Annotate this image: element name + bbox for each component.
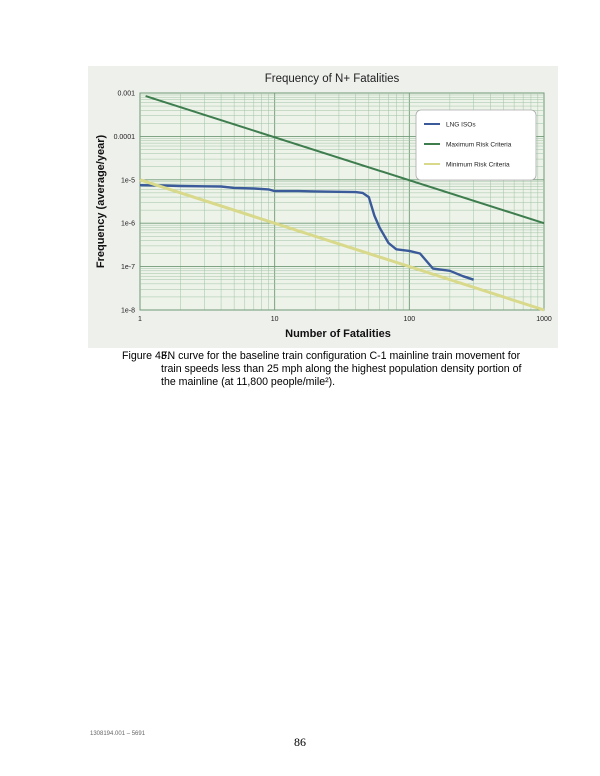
legend-label: Maximum Risk Criteria [446,142,512,149]
legend-label: Minimum Risk Criteria [446,162,510,169]
x-tick-label: 1 [138,316,142,323]
x-tick-label: 100 [403,316,415,323]
fn-chart-figure: Frequency of N+ Fatalities Frequency (av… [88,66,558,348]
y-tick-label: 1e-5 [121,177,135,184]
figure-number: Figure 43. [122,350,170,362]
y-tick-label: 1e-6 [121,221,135,228]
chart-title: Frequency of N+ Fatalities [265,73,400,85]
series-line-maximum-risk-criteria [145,95,545,225]
x-axis-label: Number of Fatalities [285,328,391,340]
caption-text: FN curve for the baseline train configur… [161,350,522,388]
series-line-lng-isos [139,184,474,281]
series-line-minimum-risk-criteria [139,178,545,312]
y-axis-label: Frequency (average/year) [95,135,107,269]
y-tick-label: 0.0001 [114,134,136,141]
y-tick-label: 0.001 [117,91,135,98]
data-series [139,95,545,312]
legend-label: LNG ISOs [446,122,476,129]
fn-chart: Frequency of N+ Fatalities Frequency (av… [95,73,552,340]
axis-ticks: 1 10 100 1000 1e-8 1e-7 1e-6 1e-5 0.0001 0.001 [114,91,552,324]
x-tick-label: 1000 [536,316,552,323]
document-id: 1308194.001 – 5691 [90,731,146,737]
x-tick-label: 10 [271,316,279,323]
y-tick-label: 1e-8 [121,308,135,315]
y-tick-label: 1e-7 [121,264,135,271]
legend-box [415,109,537,181]
legend: LNG ISOs Maximum Risk Criteria Minimum Ris… [415,109,537,181]
page-number: 86 [294,735,306,749]
